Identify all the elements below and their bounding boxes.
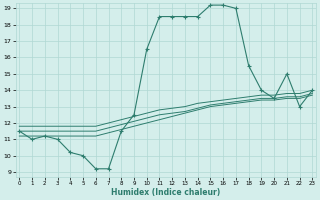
X-axis label: Humidex (Indice chaleur): Humidex (Indice chaleur)	[111, 188, 220, 197]
